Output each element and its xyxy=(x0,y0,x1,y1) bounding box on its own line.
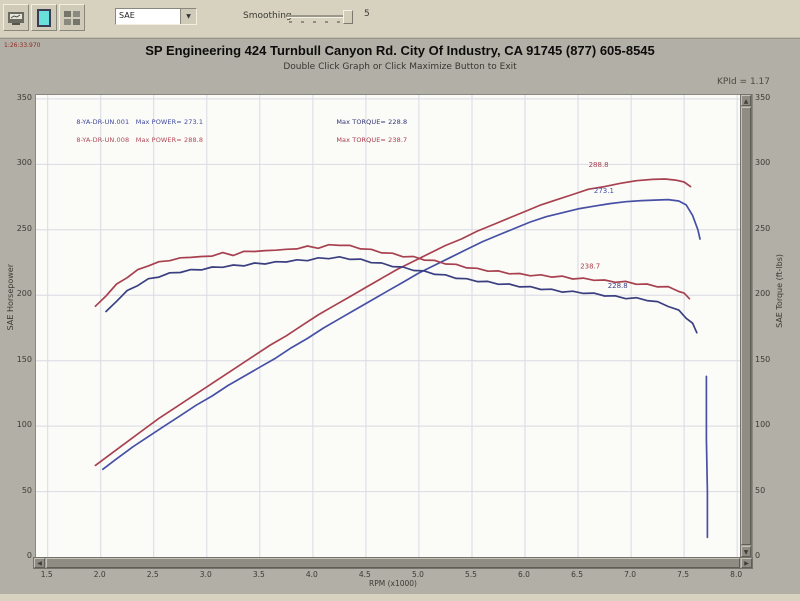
axis-tick-label: 3.0 xyxy=(199,570,212,579)
legend-run008-torque-value: Max TORQUE= 238.7 xyxy=(336,136,408,144)
smoothing-value: 5 xyxy=(364,9,370,19)
graph-hint-subtitle: Double Click Graph or Click Maximize But… xyxy=(283,62,517,72)
axis-tick-label: 5.5 xyxy=(464,570,477,579)
axis-tick-label: 200 xyxy=(16,289,32,299)
axis-tick-label: 0 xyxy=(755,551,761,560)
timestamp-text: 1:26:33.970 xyxy=(4,42,41,49)
legend-run001-power: 8-YA-DR-UN.001 Max POWER= 273.1 xyxy=(59,110,203,134)
horizontal-scroll-thumb[interactable] xyxy=(46,558,740,568)
curve-peak-label: 228.8 xyxy=(608,282,628,290)
axis-tick-label: 0 xyxy=(26,551,32,560)
legend-run008-torque: Max TORQUE= 238.7 xyxy=(319,128,407,152)
axis-tick-label: 5.0 xyxy=(411,570,424,579)
dyno-graph[interactable]: 288.8 273.1 238.7 228.8 8-YA-DR-UN.001 Max … xyxy=(35,94,753,558)
tile-windows-icon xyxy=(64,10,80,25)
axis-tick-label: 1.5 xyxy=(40,570,53,579)
legend-run001-torque-value: Max TORQUE= 228.8 xyxy=(336,118,408,126)
axis-tick-label: 200 xyxy=(755,289,771,299)
axis-tick-label: 250 xyxy=(755,223,771,233)
curve-run001-horsepower-tail xyxy=(705,375,709,539)
x-axis-title: RPM (x1000) xyxy=(369,579,417,588)
axis-tick-label: 2.5 xyxy=(146,570,159,579)
axis-tick-label: 7.0 xyxy=(624,570,637,579)
curve-peak-label: 273.1 xyxy=(594,187,614,195)
legend-run001-torque: Max TORQUE= 228.8 xyxy=(319,110,407,134)
tile-windows-button[interactable] xyxy=(59,4,85,31)
axis-tick-label: 3.5 xyxy=(252,570,265,579)
legend-run008-power-value: Max POWER= 288.8 xyxy=(135,136,204,144)
axis-tick-label: 150 xyxy=(755,354,771,364)
axis-tick-label: 100 xyxy=(16,420,32,430)
axis-tick-label: 100 xyxy=(755,420,771,430)
curve-run008-torque xyxy=(94,243,691,308)
toolbar: SAE ▼ Smoothing 5 xyxy=(0,0,800,38)
report-icon xyxy=(8,11,24,25)
axis-tick-label: 350 xyxy=(755,92,771,102)
curve-peak-label: 238.7 xyxy=(580,262,600,270)
report-button[interactable] xyxy=(3,4,29,31)
channel-dropdown-value: SAE xyxy=(119,11,135,20)
smoothing-label: Smoothing xyxy=(243,11,292,21)
curve-run001-horsepower xyxy=(101,198,701,471)
axis-tick-label: 4.0 xyxy=(305,570,318,579)
axis-tick-label: 300 xyxy=(755,158,771,168)
slider-groove xyxy=(287,15,353,18)
slider-ticks xyxy=(289,21,351,23)
graph-panel: 1:26:33.970 SP Engineering 424 Turnbull … xyxy=(0,38,800,595)
scroll-left-arrow-icon[interactable]: ◀ xyxy=(34,558,45,568)
maximize-graph-icon xyxy=(37,8,51,27)
scroll-up-arrow-icon[interactable]: ▲ xyxy=(741,95,751,106)
plot-svg: 288.8 273.1 238.7 228.8 xyxy=(36,95,752,557)
curve-peak-label: 288.8 xyxy=(589,161,609,169)
legend-run001-power-value: Max POWER= 273.1 xyxy=(135,118,204,126)
chevron-down-icon[interactable]: ▼ xyxy=(180,9,196,24)
axis-tick-label: 50 xyxy=(21,485,32,495)
axis-tick-label: 350 xyxy=(16,92,32,102)
ratio-text: KPId = 1.17 xyxy=(717,77,770,87)
axis-tick-label: 6.0 xyxy=(518,570,530,579)
vertical-scroll-thumb[interactable] xyxy=(741,107,751,545)
axis-tick-label: 8.0 xyxy=(730,570,743,579)
shop-title: SP Engineering 424 Turnbull Canyon Rd. C… xyxy=(145,43,655,58)
window-bottom-strip xyxy=(0,594,800,601)
smoothing-slider[interactable] xyxy=(287,9,353,25)
axis-tick-label: 300 xyxy=(16,158,32,168)
axis-tick-label: 2.0 xyxy=(93,570,106,579)
horizontal-scrollbar[interactable]: ◀ ▶ xyxy=(33,557,753,569)
curve-run008-horsepower xyxy=(94,178,692,467)
axis-tick-label: 7.5 xyxy=(677,570,690,579)
legend-run008-file: 8-YA-DR-UN.008 xyxy=(76,136,130,144)
channel-dropdown[interactable]: SAE ▼ xyxy=(115,8,197,25)
axis-tick-label: 4.5 xyxy=(358,570,371,579)
axis-tick-label: 250 xyxy=(16,223,32,233)
axis-tick-label: 150 xyxy=(16,354,32,364)
legend-run001-file: 8-YA-DR-UN.001 xyxy=(76,118,130,126)
vertical-scrollbar[interactable]: ▲ ▼ xyxy=(740,94,752,558)
legend-run008-power: 8-YA-DR-UN.008 Max POWER= 288.8 xyxy=(59,128,203,152)
curve-run001-torque xyxy=(105,255,698,334)
scroll-down-arrow-icon[interactable]: ▼ xyxy=(741,546,751,557)
slider-thumb[interactable] xyxy=(343,10,353,24)
maximize-graph-button[interactable] xyxy=(31,4,57,31)
scroll-right-arrow-icon[interactable]: ▶ xyxy=(741,558,752,568)
axis-tick-label: 50 xyxy=(755,485,766,495)
axis-tick-label: 6.5 xyxy=(571,570,583,579)
